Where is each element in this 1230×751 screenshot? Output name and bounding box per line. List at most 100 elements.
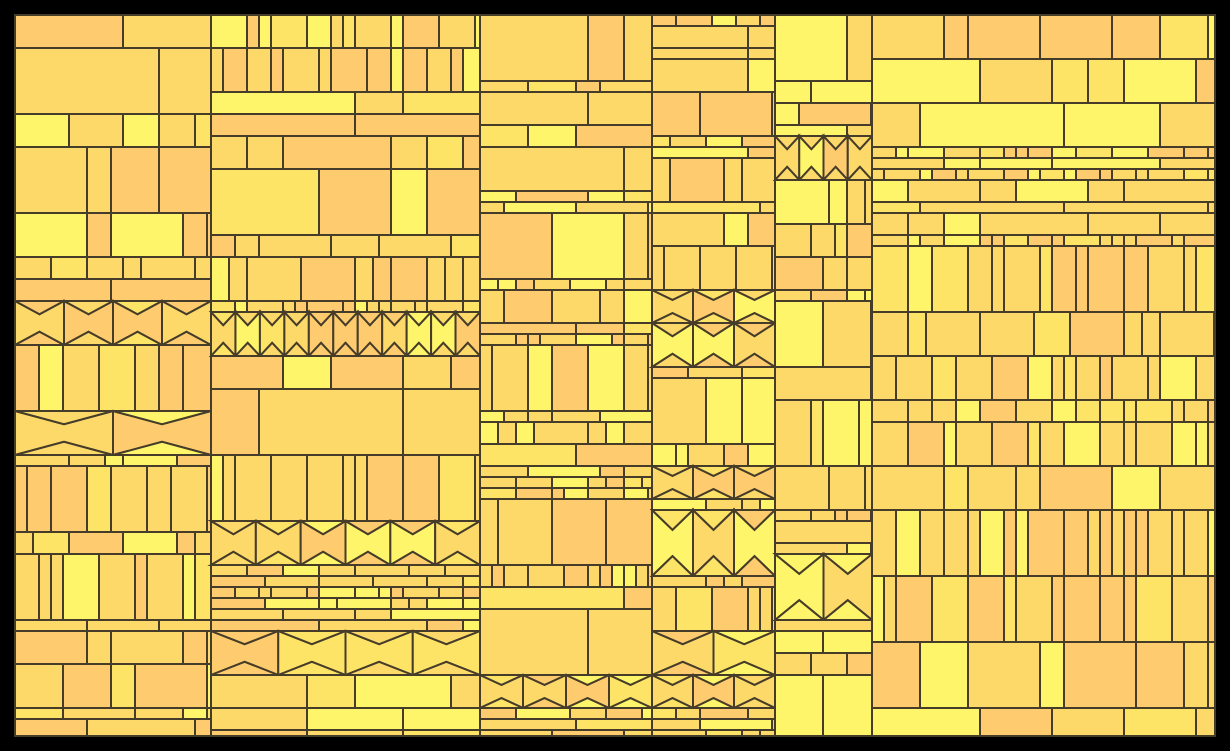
tile [479, 674, 524, 687]
tile [402, 14, 440, 49]
tile [146, 553, 184, 621]
tile [1027, 146, 1053, 159]
tile [943, 146, 981, 159]
tile [158, 344, 184, 412]
tile [1111, 355, 1149, 401]
tile [515, 487, 553, 500]
tile [1039, 641, 1065, 709]
tile [772, 135, 802, 151]
tile [122, 256, 142, 280]
tile [86, 256, 124, 280]
tile [402, 707, 481, 731]
tile [1027, 355, 1053, 401]
tile [774, 509, 812, 522]
tile [967, 575, 1005, 643]
tile [1051, 355, 1065, 401]
tile [871, 399, 909, 423]
tile [527, 80, 577, 93]
tile [515, 421, 535, 445]
tile [907, 179, 981, 203]
tile [210, 564, 248, 577]
tile [690, 509, 737, 532]
tile [257, 311, 287, 327]
tile [431, 520, 484, 536]
tile [1075, 168, 1101, 181]
tile [306, 300, 344, 313]
tile [294, 300, 308, 313]
tile [991, 234, 1005, 247]
tile [1135, 509, 1149, 577]
tile [692, 465, 735, 478]
tile [669, 157, 725, 203]
tile [233, 311, 263, 327]
tile [341, 520, 395, 536]
tile [871, 641, 921, 709]
tile [599, 564, 613, 588]
tile [14, 410, 114, 426]
tile [354, 674, 452, 709]
tile [479, 476, 517, 489]
tile [402, 729, 481, 737]
tile [741, 498, 761, 511]
tile [412, 630, 481, 646]
tile [462, 135, 481, 170]
tile [462, 597, 481, 610]
tile [146, 465, 172, 533]
tile [14, 278, 112, 302]
tile [86, 718, 196, 737]
tile [246, 14, 260, 49]
tile [539, 333, 577, 346]
tile [450, 234, 481, 258]
tile [651, 212, 725, 247]
tile [234, 586, 260, 599]
tile [479, 333, 517, 346]
tile [692, 289, 735, 302]
tile [122, 113, 160, 148]
tile [14, 14, 124, 49]
tile [1099, 234, 1113, 247]
tile [1063, 355, 1077, 401]
tile [846, 14, 873, 82]
tile [390, 47, 404, 93]
tile [651, 201, 761, 214]
tile [563, 487, 589, 500]
tile [14, 663, 64, 709]
tile [515, 707, 571, 720]
tile [563, 564, 589, 588]
tile [883, 168, 921, 181]
tile [1027, 509, 1065, 577]
tile [774, 630, 824, 654]
tile [402, 388, 481, 456]
tile [354, 91, 404, 115]
tile [919, 641, 969, 709]
tile [623, 333, 649, 346]
tile [1123, 58, 1197, 104]
tile [759, 586, 773, 632]
tile [354, 586, 380, 599]
tile [14, 344, 40, 412]
tile [651, 443, 677, 467]
tile [747, 443, 776, 467]
tile [774, 179, 830, 225]
tile [210, 256, 230, 302]
tile [774, 619, 873, 632]
tile [810, 399, 824, 467]
tile [194, 718, 212, 737]
tile [931, 168, 957, 181]
tile [623, 586, 653, 610]
tile [414, 300, 428, 313]
tile [210, 454, 224, 522]
tile [925, 311, 981, 357]
tile [551, 498, 607, 566]
tile [1147, 168, 1185, 181]
tile [1075, 355, 1101, 401]
tile [479, 443, 577, 467]
tile [86, 630, 112, 665]
tile [1015, 465, 1041, 511]
tile [1159, 14, 1209, 60]
tile [462, 300, 481, 313]
tile [408, 597, 428, 610]
tile [38, 344, 64, 412]
tile [1087, 509, 1101, 577]
tile [479, 190, 517, 203]
